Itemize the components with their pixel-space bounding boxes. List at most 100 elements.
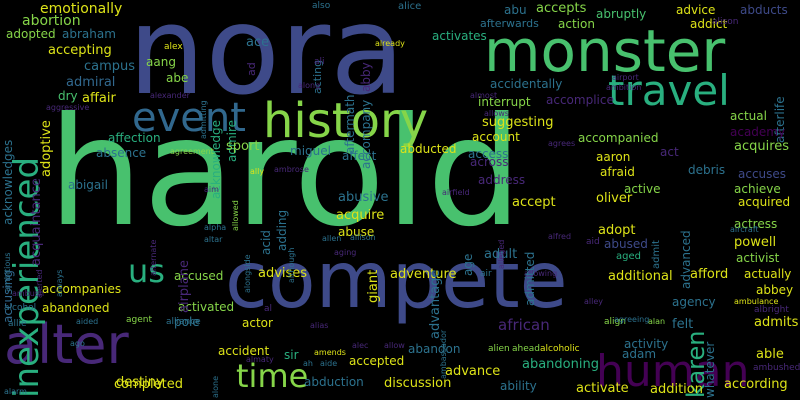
word: afterwards — [480, 17, 539, 30]
word: giant — [366, 269, 381, 303]
word: alone — [211, 375, 220, 398]
word: across — [470, 155, 509, 169]
word: discussion — [384, 376, 452, 391]
word: age — [461, 253, 475, 276]
word: admitted — [523, 251, 537, 306]
word: travel — [608, 66, 730, 115]
word: oliver — [596, 191, 633, 206]
word: albright — [754, 305, 789, 315]
word: accused — [174, 269, 224, 283]
word: afraid — [600, 165, 635, 179]
word: abruptly — [596, 7, 647, 21]
word: affection — [108, 131, 161, 145]
word: agency — [672, 295, 716, 309]
word: aide — [320, 359, 338, 368]
word: compete — [225, 236, 568, 326]
word: acknowledges — [1, 139, 15, 225]
word: adventure — [390, 267, 457, 282]
word: actress — [734, 217, 778, 231]
word: advises — [258, 266, 308, 281]
word: ace — [246, 35, 270, 50]
word: alleged — [497, 239, 506, 269]
word: almost — [470, 91, 498, 100]
word: active — [624, 182, 661, 196]
word: airfield — [442, 188, 470, 197]
word: sir — [284, 348, 299, 362]
word: powell — [734, 235, 777, 250]
word: aircraft — [730, 225, 759, 234]
word: ability — [500, 379, 537, 393]
word: alternate — [149, 239, 158, 276]
word: able — [756, 347, 784, 362]
word: ambitious — [3, 252, 12, 293]
word: human — [596, 346, 750, 397]
word: aid — [586, 237, 600, 247]
word: already — [375, 39, 405, 48]
word: abduction — [304, 375, 364, 389]
word: adding — [275, 209, 289, 251]
word: aaron — [596, 150, 631, 164]
word: activate — [576, 381, 629, 396]
word: accompanied — [578, 131, 659, 145]
word: aim — [204, 185, 219, 194]
word: alliance — [166, 317, 201, 327]
word: alec — [352, 341, 369, 350]
word: ahead — [512, 344, 540, 354]
word: activist — [736, 251, 780, 265]
word: advance — [445, 364, 501, 379]
word: acquired — [738, 195, 791, 209]
word: addition — [650, 382, 703, 397]
word: completed — [114, 377, 183, 392]
word: allen — [322, 234, 342, 243]
word: actual — [730, 109, 767, 123]
word: activated — [178, 300, 235, 314]
word: abu — [504, 3, 527, 17]
word: allows — [484, 109, 509, 118]
word: aged — [616, 251, 641, 262]
word: affect — [342, 149, 377, 163]
word: accepts — [536, 1, 587, 16]
word: alex — [164, 42, 183, 52]
word: emotionally — [40, 1, 123, 17]
word: ally — [250, 167, 265, 176]
word: adopt — [598, 223, 636, 238]
word: abducted — [400, 142, 457, 156]
word: also — [312, 1, 331, 11]
word: address — [478, 173, 526, 187]
word: along — [298, 81, 321, 90]
word: alcohol — [4, 303, 37, 313]
word: alongside — [243, 254, 252, 293]
word: aging — [334, 248, 357, 257]
word: allison — [350, 233, 376, 242]
word: altar — [204, 235, 223, 244]
word: allowing — [524, 269, 558, 278]
word: history — [263, 93, 429, 149]
word: achieve — [734, 182, 781, 196]
word: agrees — [548, 139, 576, 148]
word: adult — [484, 247, 518, 262]
word: agreeing — [614, 315, 650, 324]
word: ago — [70, 339, 85, 348]
word: alien — [488, 344, 510, 354]
word: addict — [690, 17, 728, 31]
word: campus — [84, 59, 136, 74]
word: abbey — [756, 283, 794, 297]
word: abandoning — [522, 357, 599, 372]
word: acquires — [734, 139, 790, 154]
word: ambulance — [734, 297, 779, 306]
word: alpha — [204, 223, 227, 232]
word: felt — [672, 317, 694, 332]
word: abandon — [408, 342, 461, 356]
word: agent — [126, 315, 152, 325]
word: alley — [584, 297, 604, 306]
word: agreement — [170, 147, 214, 156]
word: adopted — [6, 27, 56, 41]
word: aang — [146, 55, 176, 69]
word: accompany — [359, 99, 373, 169]
word: suggesting — [482, 115, 554, 130]
word: destiny — [116, 375, 164, 390]
word: miguel — [290, 144, 331, 158]
word: al — [264, 304, 273, 314]
word: time — [236, 357, 309, 395]
